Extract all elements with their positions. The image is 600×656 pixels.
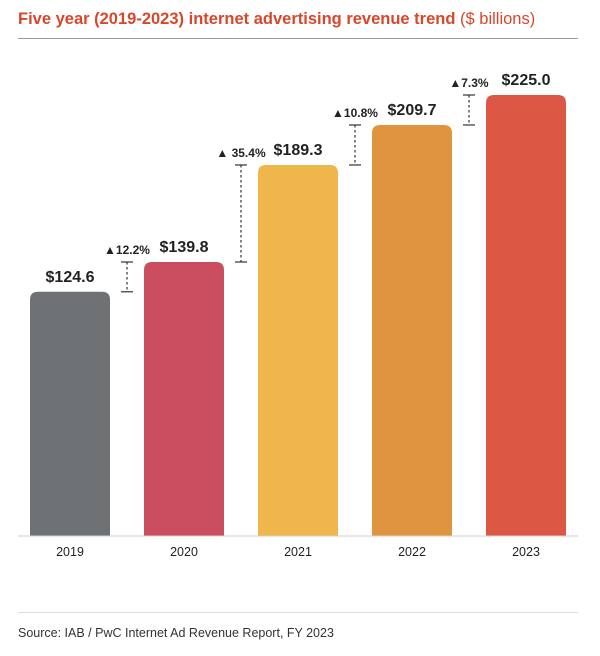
category-label-2023: 2023 (512, 545, 540, 559)
footer-divider (18, 612, 578, 613)
bar-chart: $124.6 2019 $139.8 2020 $189.3 2021 $209.7 2022… (18, 72, 578, 559)
value-label-2020: $139.8 (160, 239, 209, 256)
value-label-2022: $209.7 (388, 102, 437, 119)
bar-2022 (372, 124, 452, 536)
bar-2021 (258, 164, 338, 537)
title-divider (18, 38, 578, 39)
category-label-2022: 2022 (398, 545, 426, 559)
chart-title: Five year (2019-2023) internet advertisi… (18, 10, 535, 29)
growth-label-1: ▲12.2% (104, 243, 150, 257)
title-main: Five year (2019-2023) internet advertisi… (18, 10, 456, 28)
category-label-2021: 2021 (284, 545, 312, 559)
source-note: Source: IAB / PwC Internet Ad Revenue Re… (18, 626, 334, 640)
category-label-2020: 2020 (170, 545, 198, 559)
growth-label-4: ▲7.3% (449, 76, 489, 90)
growth-label-2: ▲ 35.4% (216, 146, 266, 160)
bar-2019 (30, 291, 110, 536)
growth-label-3: ▲10.8% (332, 106, 378, 120)
value-label-2021: $189.3 (274, 142, 323, 159)
bar-2023 (486, 95, 566, 536)
bar-2020 (144, 261, 224, 536)
title-units: ($ billions) (460, 10, 536, 28)
category-label-2019: 2019 (56, 545, 84, 559)
value-label-2019: $124.6 (46, 269, 95, 286)
value-label-2023: $225.0 (502, 72, 551, 89)
